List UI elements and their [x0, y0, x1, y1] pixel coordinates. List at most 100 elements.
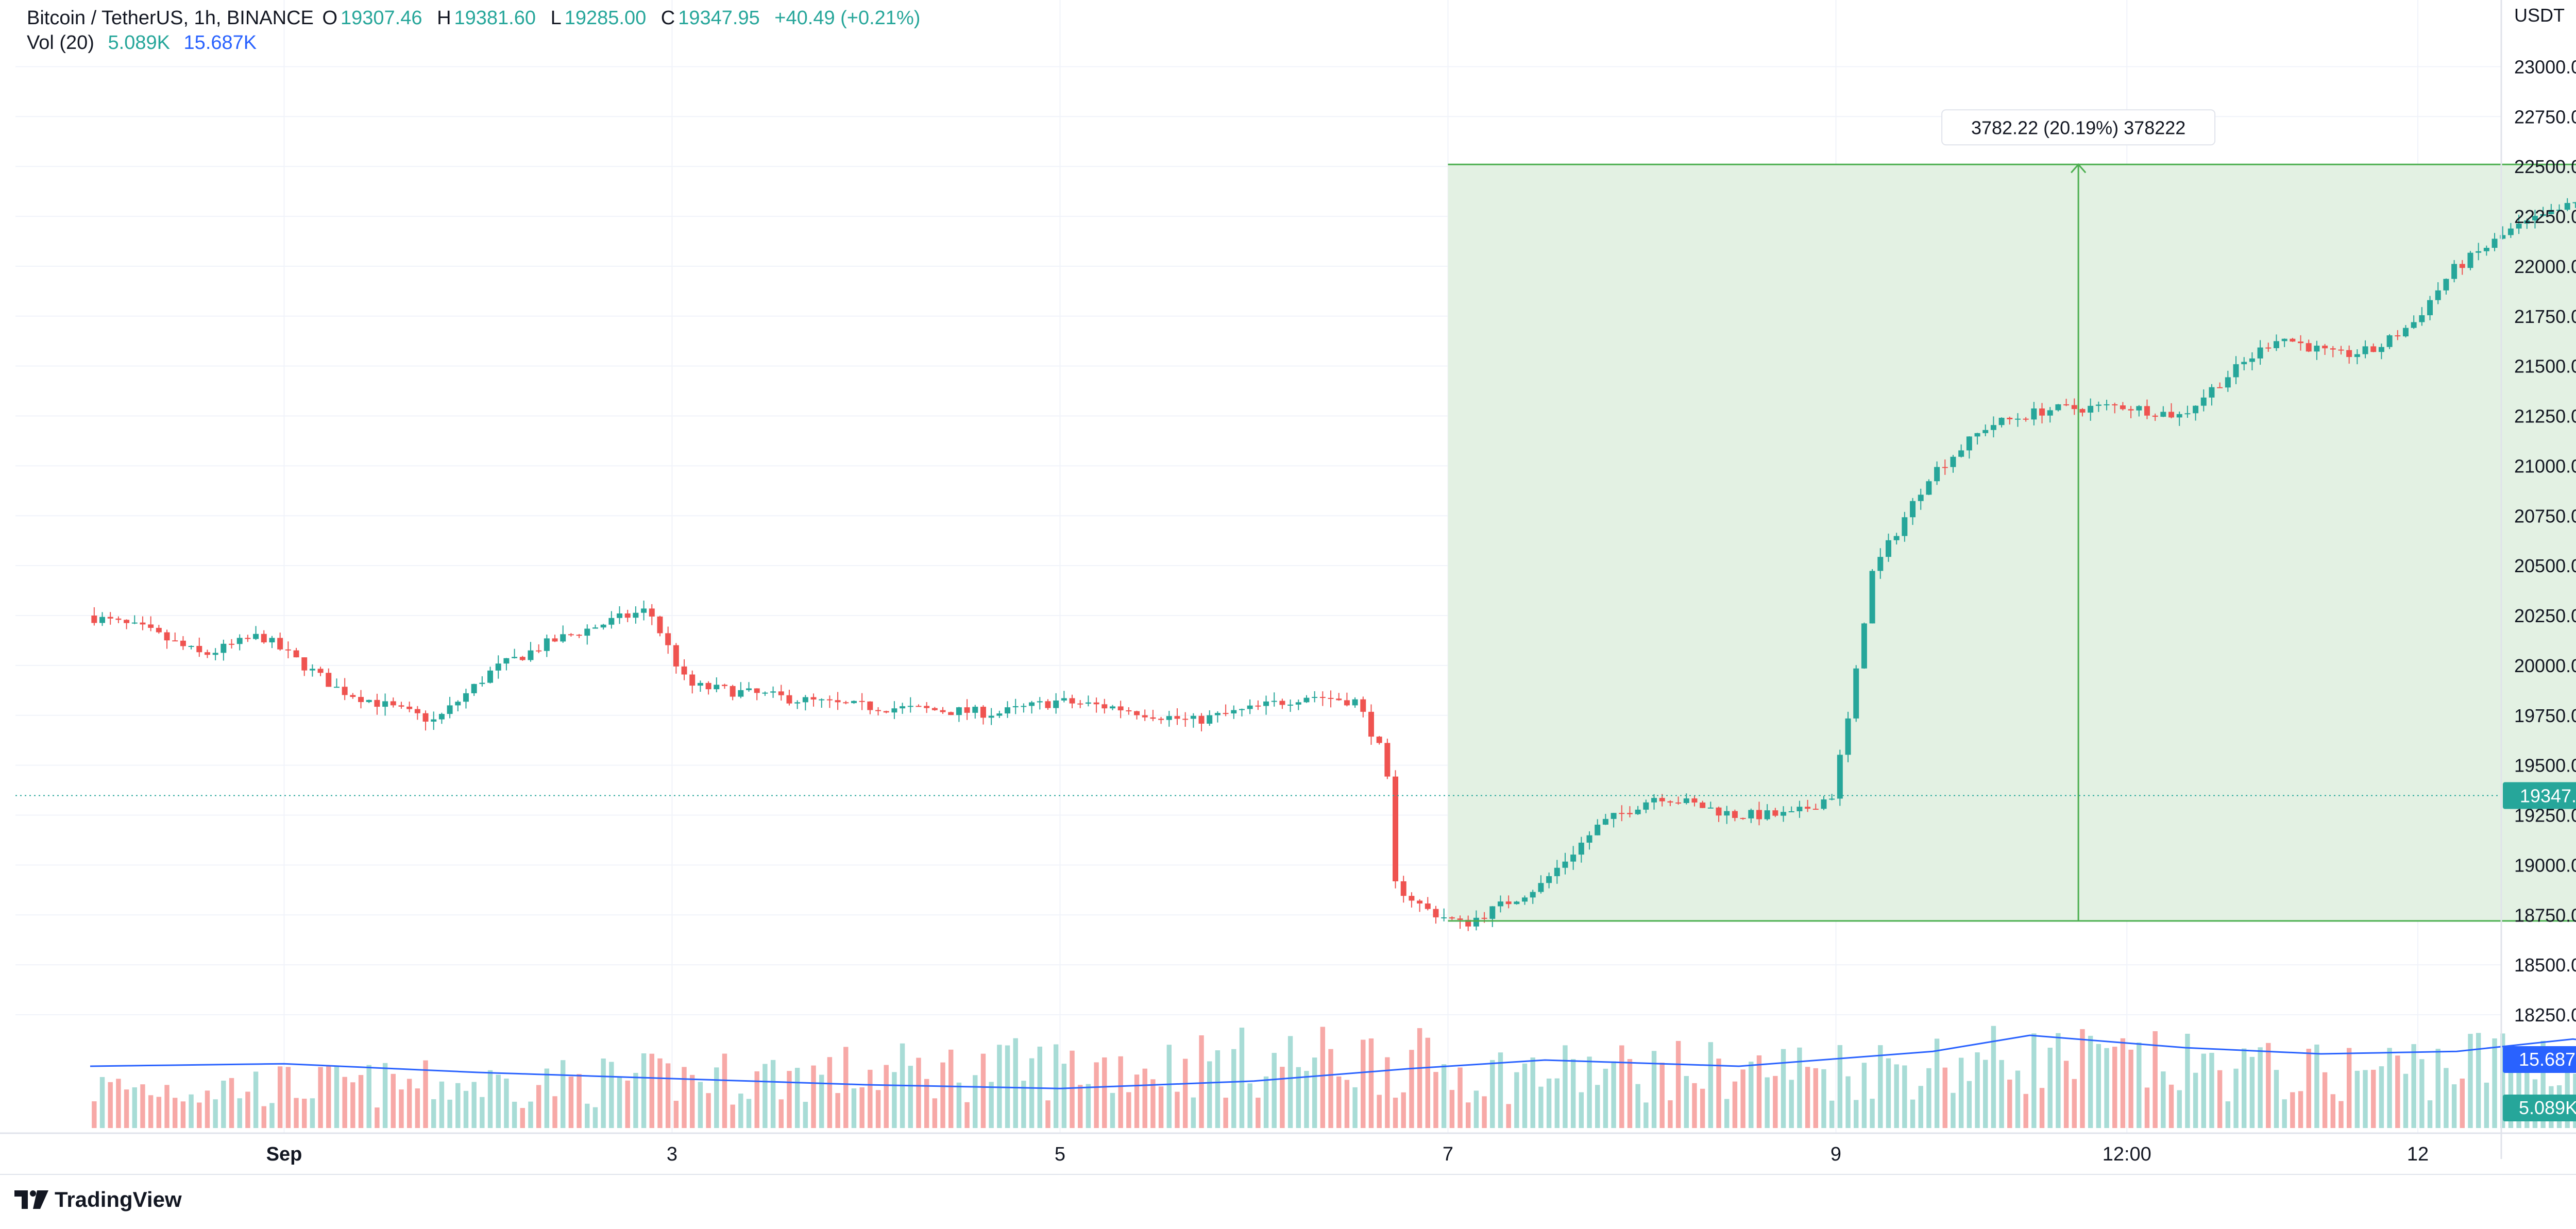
- volume-bar: [1967, 1081, 1972, 1128]
- candle-body: [1845, 718, 1851, 755]
- candle-body: [2483, 248, 2489, 251]
- candle-body: [528, 650, 534, 660]
- candle-body: [1797, 807, 1803, 811]
- candle-body: [2249, 358, 2255, 362]
- candle-body: [285, 649, 291, 651]
- candle-body: [1441, 917, 1447, 918]
- candle-body: [883, 711, 889, 713]
- volume-bar: [2104, 1048, 2109, 1128]
- volume-bar: [391, 1073, 396, 1128]
- volume-bar: [1854, 1100, 1859, 1128]
- candle-body: [1045, 701, 1051, 708]
- candle-body: [447, 705, 453, 714]
- volume-bar: [269, 1103, 275, 1128]
- volume-bar: [2540, 1040, 2546, 1128]
- symbol-legend[interactable]: Bitcoin / TetherUS, 1h, BINANCE O 19307.4…: [27, 7, 923, 29]
- candle-body: [2548, 210, 2554, 214]
- candle-body: [1190, 715, 1196, 719]
- close-label: C: [660, 7, 675, 29]
- candle-body: [2378, 347, 2384, 352]
- volume-bar: [794, 1068, 800, 1128]
- candle-body: [1085, 702, 1091, 704]
- candle-body: [2023, 418, 2029, 420]
- volume-bar: [108, 1082, 113, 1128]
- candle-body: [1918, 494, 1924, 501]
- volume-bar: [1466, 1102, 1471, 1128]
- candle-body: [1409, 896, 1415, 901]
- volume-bar: [1070, 1050, 1075, 1128]
- tradingview-logo[interactable]: TradingView: [14, 1187, 182, 1212]
- candle-body: [624, 613, 631, 618]
- candle-body: [261, 634, 267, 643]
- volume-bar: [1247, 1083, 1252, 1128]
- volume-bar: [2322, 1072, 2328, 1128]
- volume-bar: [148, 1095, 154, 1128]
- symbol-title[interactable]: Bitcoin / TetherUS, 1h, BINANCE: [27, 7, 314, 29]
- candle-body: [2435, 290, 2441, 300]
- volume-bar: [1433, 1072, 1438, 1128]
- volume-bar: [2306, 1049, 2311, 1128]
- price-axis-unit: USDT: [2514, 5, 2565, 26]
- candle-body: [1522, 897, 1528, 902]
- volume-bar: [294, 1098, 299, 1128]
- volume-bar: [1781, 1049, 1786, 1128]
- candle-body: [1998, 418, 2005, 425]
- volume-bar: [1304, 1071, 1309, 1128]
- candle-body: [1877, 557, 1884, 571]
- candle-body: [924, 706, 930, 708]
- candle-body: [2088, 405, 2094, 413]
- volume-bar: [480, 1097, 485, 1128]
- candle-body: [608, 618, 615, 625]
- candle-body: [1271, 701, 1277, 702]
- candle-body: [1707, 807, 1714, 809]
- volume-ma-badge-text: 15.687K: [2519, 1049, 2576, 1070]
- candle-body: [1805, 807, 1811, 809]
- candle-body: [164, 632, 170, 641]
- candle-body: [1400, 881, 1406, 896]
- volume-bar: [2063, 1061, 2069, 1128]
- volume-bar: [2185, 1033, 2190, 1128]
- candle-body: [148, 624, 154, 628]
- volume-bar: [585, 1103, 590, 1128]
- volume-bar: [2258, 1047, 2263, 1128]
- volume-bar: [1675, 1040, 1681, 1128]
- time-tick-label: 5: [1055, 1143, 1065, 1165]
- candle-body: [2451, 264, 2458, 279]
- volume-bar: [1579, 1092, 1584, 1128]
- volume-bar: [2419, 1059, 2425, 1128]
- candle-body: [1643, 802, 1649, 810]
- volume-bar: [253, 1071, 259, 1128]
- candle-body: [2120, 405, 2126, 409]
- candle-body: [996, 713, 1003, 716]
- candle-body: [374, 699, 380, 707]
- volume-legend[interactable]: Vol (20) 5.089K 15.687K: [27, 32, 257, 54]
- price-tick-label: 20750.00: [2514, 505, 2576, 526]
- volume-bar: [1361, 1039, 1366, 1128]
- volume-bar: [447, 1099, 452, 1128]
- candle-body: [1109, 706, 1115, 709]
- volume-bar: [2233, 1068, 2239, 1128]
- volume-bar: [2500, 1033, 2505, 1128]
- volume-bar: [520, 1108, 525, 1128]
- volume-bar: [342, 1077, 347, 1128]
- candle-body: [2136, 406, 2142, 411]
- volume-badge-text: 5.089K: [2519, 1097, 2576, 1118]
- volume-bar: [2516, 1051, 2521, 1128]
- volume-bar: [1886, 1058, 1891, 1128]
- candle-body: [2507, 228, 2514, 235]
- candle-body: [1764, 810, 1770, 820]
- candle-body: [891, 708, 897, 713]
- candle-body: [2200, 397, 2207, 406]
- candle-body: [931, 708, 938, 710]
- volume-bar: [601, 1059, 606, 1128]
- volume-bar: [1942, 1067, 1947, 1128]
- candle-body: [1788, 811, 1794, 812]
- candle-body: [2055, 404, 2061, 411]
- volume-ma-line: [90, 1034, 2576, 1089]
- volume-legend-label[interactable]: Vol (20): [27, 32, 94, 54]
- volume-bar: [924, 1079, 929, 1128]
- price-range-tools: 3782.22 (20.19%) 378222−3215.27 (−14.28%…: [1448, 109, 2576, 922]
- candle-body: [2314, 346, 2320, 352]
- candle-body: [1546, 876, 1552, 883]
